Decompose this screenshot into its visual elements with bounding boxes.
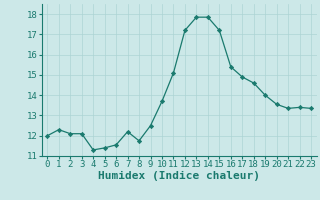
- X-axis label: Humidex (Indice chaleur): Humidex (Indice chaleur): [98, 171, 260, 181]
